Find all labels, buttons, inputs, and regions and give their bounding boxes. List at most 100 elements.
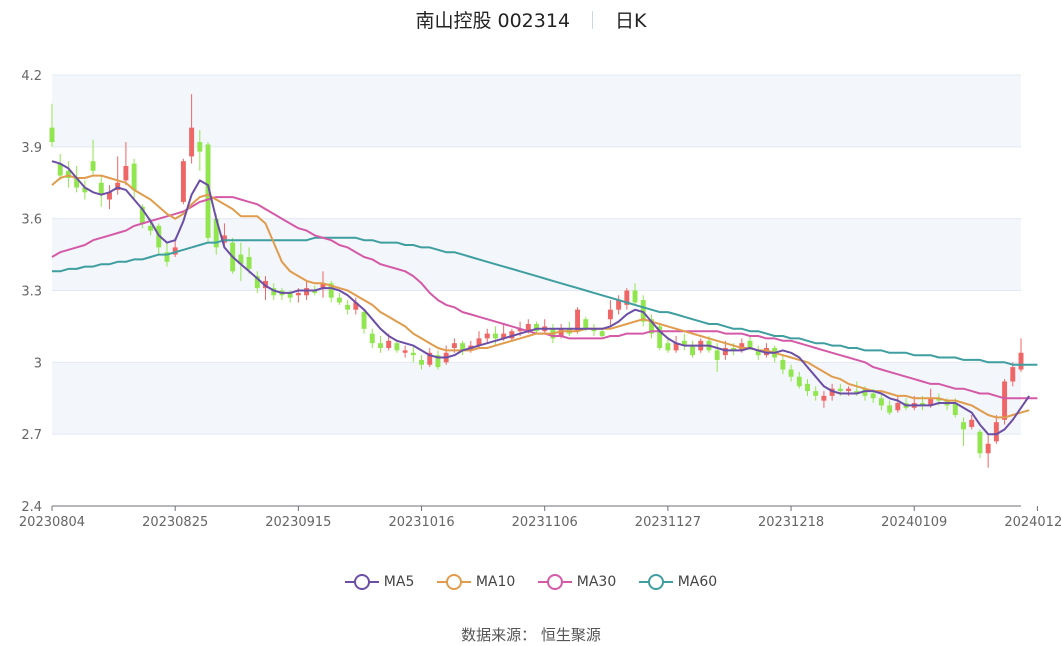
x-tick-label: 20230804 (19, 515, 85, 530)
candle-down (57, 154, 63, 181)
candle-up (180, 158, 186, 205)
candle-down (755, 345, 761, 360)
candle-down (657, 324, 663, 351)
candle-body (90, 161, 96, 171)
y-tick-label: 2.4 (21, 500, 42, 515)
candle-body (837, 388, 843, 392)
candle-body (98, 182, 104, 195)
legend-item-ma60[interactable]: MA60 (638, 574, 717, 590)
candle-body (1010, 367, 1016, 382)
candle-body (870, 393, 876, 399)
candle-up (443, 345, 449, 365)
candle-down (49, 103, 55, 147)
candle-down (197, 130, 203, 171)
candle-body (575, 309, 581, 332)
candle-body (632, 290, 638, 303)
candle-body (164, 252, 170, 262)
ma60-line (52, 236, 1038, 366)
candle-body (640, 300, 646, 322)
candle-body (213, 218, 219, 248)
candle-body (977, 431, 983, 454)
candle-down (328, 280, 334, 303)
candlestick-chart: 2.4 2.7 3 3.3 3.6 3.9 4.2 20230804 20230825 20230… (19, 69, 1062, 530)
candle-up (624, 288, 630, 310)
candle-body (353, 302, 359, 310)
legend-item-ma10[interactable]: MA10 (436, 574, 516, 590)
candle-body (205, 144, 211, 238)
candle-body (369, 333, 375, 344)
y-tick-label: 3.9 (21, 141, 42, 156)
candle-body (484, 333, 490, 339)
candle-up (1010, 362, 1016, 387)
candle-body (919, 403, 925, 406)
legend: MA5 MA10 MA30 MA60 (0, 574, 1062, 594)
candle-down (591, 324, 597, 336)
candle-up (607, 300, 613, 327)
candle-body (180, 161, 186, 202)
candle-body (419, 359, 424, 365)
candle-up (484, 328, 490, 344)
candle-down (410, 345, 416, 363)
title-separator (592, 11, 594, 29)
candle-body (197, 142, 203, 152)
candle-body (525, 324, 531, 332)
candle-down (131, 158, 137, 200)
candle-body (320, 283, 326, 289)
x-tick-label: 20240109 (881, 515, 947, 530)
candle-down (649, 314, 654, 339)
candle-body (591, 328, 597, 332)
candle-body (985, 443, 991, 454)
candle-body (649, 319, 654, 334)
legend-item-ma30[interactable]: MA30 (537, 574, 617, 590)
candle-body (928, 398, 934, 406)
candle-body (49, 127, 55, 143)
candle-body (747, 340, 753, 348)
candle-down (82, 180, 88, 200)
candle-down (640, 295, 646, 327)
candle-body (246, 256, 252, 269)
candle-body (65, 170, 71, 178)
candle-body (435, 355, 441, 368)
candle-down (419, 355, 424, 370)
candle-down (271, 283, 277, 301)
candle-body (336, 297, 342, 303)
candle-down (632, 283, 638, 305)
candle-body (780, 359, 786, 370)
candle-body (952, 403, 958, 416)
candle-body (238, 254, 244, 265)
candle-body (657, 326, 663, 348)
candle-body (961, 422, 966, 430)
candle-down (796, 371, 802, 389)
candle-body (739, 343, 745, 351)
candle-down (665, 338, 671, 353)
candle-up (821, 391, 827, 408)
candle-body (476, 338, 482, 346)
candle-down (65, 161, 71, 188)
candle-body (690, 345, 695, 356)
candle-body (607, 309, 613, 320)
candle-body (312, 290, 318, 293)
grid-band (52, 362, 1021, 435)
candle-body (427, 352, 433, 365)
candle-body (328, 283, 334, 298)
candle-down (780, 355, 786, 375)
candle-body (534, 324, 539, 332)
legend-item-ma5[interactable]: MA5 (344, 574, 414, 590)
candle-body (460, 343, 466, 351)
candle-body (361, 312, 367, 329)
candle-body (410, 352, 416, 356)
candle-down (394, 340, 400, 353)
candle-up (985, 434, 991, 468)
candle-body (813, 391, 819, 396)
candle-up (895, 395, 901, 413)
candle-body (788, 369, 794, 377)
candle-body (599, 331, 605, 336)
candle-down (460, 340, 466, 356)
legend-label-ma10: MA10 (475, 574, 516, 590)
candle-body (805, 383, 810, 392)
candle-body (131, 163, 137, 190)
candle-body (624, 290, 630, 305)
legend-label-ma30: MA30 (576, 574, 617, 590)
candle-body (123, 165, 129, 181)
y-tick-label: 4.2 (21, 69, 42, 84)
